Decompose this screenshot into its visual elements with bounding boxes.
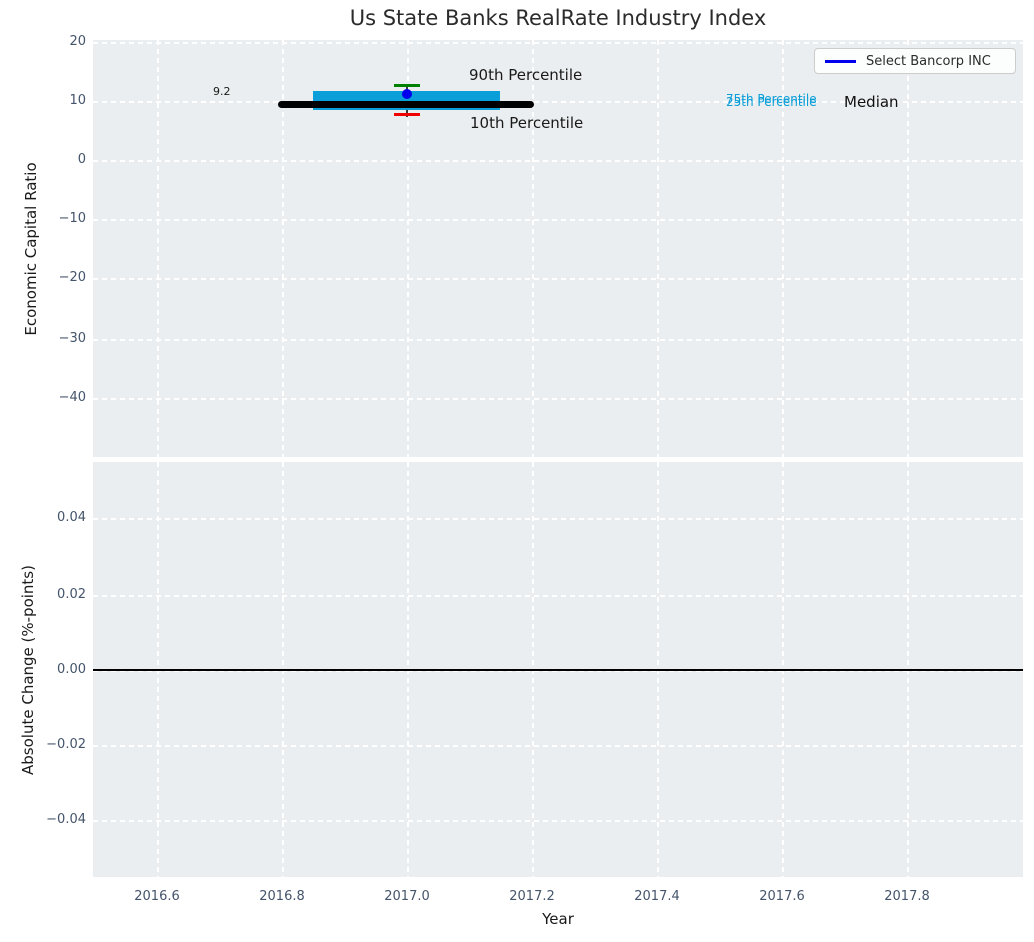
gridline	[93, 745, 1023, 747]
gridline	[657, 40, 659, 457]
gridline	[407, 40, 409, 457]
median-annotation: Median	[844, 93, 899, 111]
ytick-label: −0.04	[46, 812, 86, 827]
gridline	[532, 40, 534, 457]
ytick-label: −0.02	[46, 737, 86, 752]
ytick-label: −40	[58, 390, 86, 405]
ytick-label: 0.04	[57, 510, 86, 525]
xtick-label: 2017.0	[384, 889, 430, 904]
company-data-point	[402, 89, 412, 99]
chart-title: Us State Banks RealRate Industry Index	[349, 6, 767, 30]
bottom-y-axis-label: Absolute Change (%-points)	[19, 565, 37, 775]
legend-line-sample	[825, 59, 856, 63]
gridline	[93, 518, 1023, 520]
xtick-label: 2016.8	[259, 889, 305, 904]
gridline	[93, 219, 1023, 221]
gridline	[93, 42, 1023, 44]
top-subplot: 9.2 90th Percentile 10th Percentile 75th…	[93, 40, 1023, 457]
p90-annotation: 90th Percentile	[469, 66, 583, 84]
ytick-label: 20	[69, 34, 86, 49]
gridline	[93, 398, 1023, 400]
xtick-label: 2017.4	[634, 889, 680, 904]
ytick-label: −20	[58, 270, 86, 285]
median-line	[278, 101, 534, 108]
gridline	[93, 820, 1023, 822]
gridline	[93, 339, 1023, 341]
xtick-label: 2017.8	[884, 889, 930, 904]
ytick-label: 0.00	[57, 662, 86, 677]
legend: Select Bancorp INC	[814, 48, 1016, 74]
ytick-label: 0.02	[57, 587, 86, 602]
p10-annotation: 10th Percentile	[470, 114, 584, 132]
p25-annotation: 25th Percentile	[726, 95, 817, 109]
xtick-label: 2017.6	[759, 889, 805, 904]
ytick-label: 10	[69, 93, 86, 108]
top-y-axis-label: Economic Capital Ratio	[22, 162, 40, 336]
gridline	[93, 278, 1023, 280]
gridline	[93, 670, 1023, 672]
xtick-label: 2017.2	[509, 889, 555, 904]
zero-reference-line	[93, 669, 1023, 671]
ytick-label: −10	[58, 211, 86, 226]
p90-cap	[394, 84, 420, 87]
bottom-subplot	[93, 462, 1023, 877]
p10-cap	[394, 113, 420, 116]
gridline	[282, 40, 284, 457]
x-axis-label: Year	[542, 910, 574, 928]
gridline	[93, 595, 1023, 597]
ytick-label: −30	[58, 331, 86, 346]
gridline	[157, 40, 159, 457]
gridline	[907, 40, 909, 457]
median-value-label: 9.2	[213, 85, 231, 98]
xtick-label: 2016.6	[134, 889, 180, 904]
gridline	[93, 160, 1023, 162]
legend-label: Select Bancorp INC	[866, 53, 991, 69]
ytick-label: 0	[77, 152, 86, 167]
p75-annotation: 75th Percentile	[726, 92, 817, 106]
gridline	[93, 101, 1023, 103]
gridline	[782, 40, 784, 457]
